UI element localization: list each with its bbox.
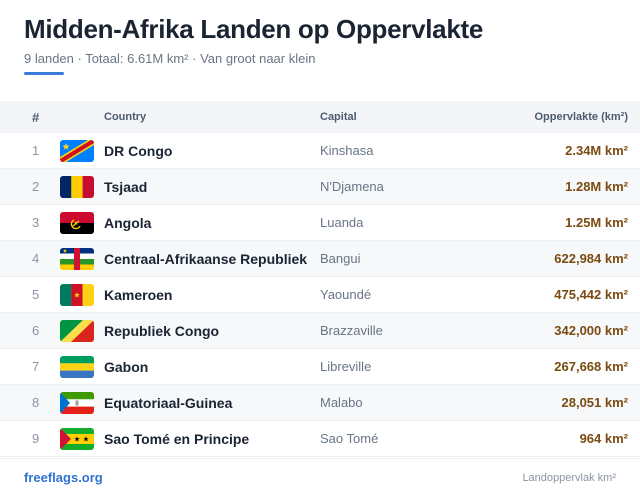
table-row: 3 Angola Luanda 1.25M km² [0, 205, 640, 241]
countries-table: # Country Capital Oppervlakte (km²) 1 DR… [0, 101, 640, 457]
table-row: 6 Republiek Congo Brazzaville 342,000 km… [0, 313, 640, 349]
cameroon-flag-icon [60, 283, 94, 306]
footer-note: Landoppervlak km² [522, 471, 616, 484]
table-header: # Country Capital Oppervlakte (km²) [0, 101, 640, 133]
row-capital: Yaoundé [320, 287, 372, 302]
row-area: 28,051 km² [561, 395, 629, 410]
column-header-capital: Capital [320, 111, 357, 123]
row-rank: 4 [32, 251, 40, 266]
car-flag-icon [60, 247, 94, 270]
row-country: Sao Tomé en Principe [104, 430, 250, 447]
table-row: 4 Centraal-Afrikaanse Republiek Bangui 6… [0, 241, 640, 277]
column-header-area: Oppervlakte (km²) [534, 111, 628, 123]
row-rank: 6 [32, 323, 40, 338]
row-rank: 9 [32, 431, 40, 446]
table-row: 1 DR Congo Kinshasa 2.34M km² [0, 133, 640, 169]
congo-flag-icon [60, 319, 94, 342]
row-capital: Libreville [320, 359, 372, 374]
angola-flag-icon [60, 211, 94, 234]
row-country: Tsjaad [104, 178, 148, 195]
table-row: 7 Gabon Libreville 267,668 km² [0, 349, 640, 385]
title-accent-bar [24, 72, 64, 75]
row-country: Angola [104, 214, 152, 231]
row-area: 1.28M km² [565, 179, 628, 194]
table-row: 8 Equatoriaal-Guinea Malabo 28,051 km² [0, 385, 640, 421]
sao-tome-flag-icon [60, 427, 94, 450]
row-capital: N'Djamena [320, 179, 384, 194]
column-header-country: Country [104, 111, 147, 123]
row-capital: Bangui [320, 251, 361, 266]
row-area: 475,442 km² [554, 287, 628, 302]
row-rank: 2 [32, 179, 40, 194]
brand-link[interactable]: freeflags.org [24, 470, 103, 485]
row-country: Gabon [104, 358, 149, 375]
row-capital: Kinshasa [320, 143, 374, 158]
row-country: Republiek Congo [104, 322, 220, 339]
row-rank: 3 [32, 215, 40, 230]
row-area: 964 km² [579, 431, 628, 446]
row-capital: Sao Tomé [320, 431, 379, 446]
column-header-rank: # [32, 109, 40, 125]
row-rank: 5 [32, 287, 40, 302]
page-title: Midden-Afrika Landen op Oppervlakte [24, 14, 484, 44]
row-country: DR Congo [104, 142, 173, 159]
page-header: Midden-Afrika Landen op Oppervlakte 9 la… [24, 12, 483, 75]
gabon-flag-icon [60, 355, 94, 378]
page-footer: freeflags.org Landoppervlak km² [0, 458, 640, 496]
eq-guinea-flag-icon [60, 391, 94, 414]
row-country: Equatoriaal-Guinea [104, 394, 233, 411]
table-row: 9 Sao Tomé en Principe Sao Tomé 964 km² [0, 421, 640, 457]
row-country: Centraal-Afrikaanse Republiek [104, 250, 308, 267]
table-row: 5 Kameroen Yaoundé 475,442 km² [0, 277, 640, 313]
row-capital: Luanda [320, 215, 364, 230]
row-rank: 7 [32, 359, 40, 374]
table-row: 2 Tsjaad N'Djamena 1.28M km² [0, 169, 640, 205]
page-subtitle: 9 landen · Totaal: 6.61M km² · Van groot… [24, 51, 316, 66]
chad-flag-icon [60, 175, 94, 198]
drc-flag-icon [60, 139, 94, 162]
row-capital: Malabo [320, 395, 363, 410]
row-area: 622,984 km² [554, 251, 628, 266]
row-rank: 8 [32, 395, 40, 410]
row-rank: 1 [32, 143, 40, 158]
row-capital: Brazzaville [320, 323, 383, 338]
row-area: 342,000 km² [554, 323, 628, 338]
row-country: Kameroen [104, 286, 173, 303]
row-area: 1.25M km² [565, 215, 628, 230]
row-area: 2.34M km² [565, 143, 628, 158]
row-area: 267,668 km² [554, 359, 628, 374]
